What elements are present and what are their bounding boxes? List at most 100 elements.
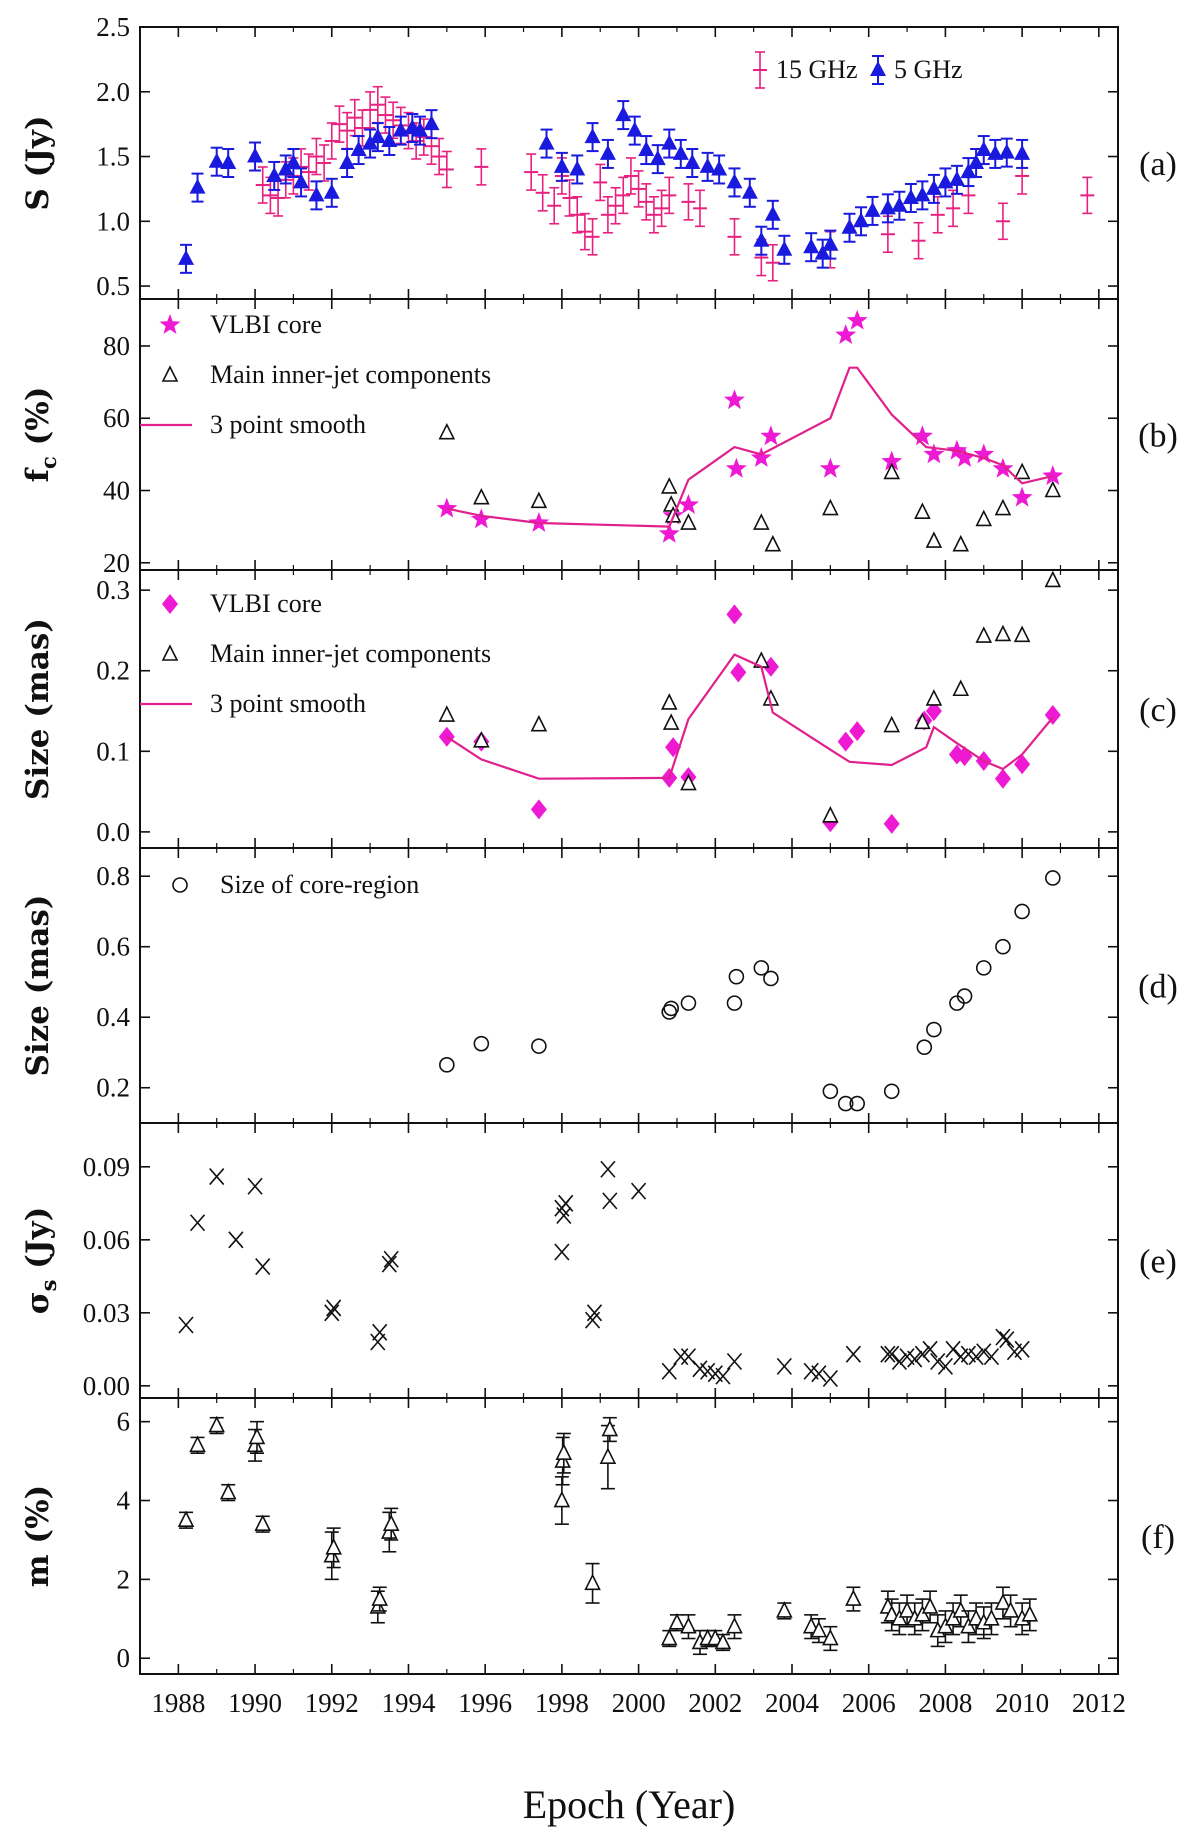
- legend-label: Main inner-jet components: [210, 360, 491, 389]
- data-point: [952, 679, 970, 697]
- data-point: [432, 137, 447, 176]
- data-point: [293, 167, 310, 198]
- y-tick-label: 0.0: [96, 817, 130, 847]
- data-point: [999, 1331, 1015, 1349]
- data-point: [994, 768, 1011, 789]
- data-point: [660, 693, 678, 710]
- data-point: [763, 970, 779, 987]
- y-tick-label: 2.5: [96, 12, 130, 42]
- data-point: [438, 705, 456, 722]
- data-point: [960, 1610, 977, 1644]
- data-point: [914, 502, 931, 519]
- panel-f: 0 2 4 6 m (%) (f): [20, 1397, 1175, 1675]
- data-point: [255, 166, 270, 204]
- data-point: [323, 177, 340, 208]
- data-point: [593, 163, 608, 202]
- data-point: [531, 1038, 547, 1054]
- x-tick-label: 1988: [151, 1688, 205, 1718]
- data-point: [907, 1350, 923, 1368]
- data-point: [372, 1323, 388, 1341]
- data-point: [569, 154, 586, 185]
- y-tick-label: 0.09: [83, 1152, 130, 1182]
- x-tick-label: 1992: [305, 1688, 359, 1718]
- data-point: [438, 422, 456, 440]
- data-point: [945, 1340, 961, 1358]
- data-point: [975, 135, 992, 166]
- data-point: [1002, 1594, 1019, 1628]
- data-point: [369, 1590, 387, 1624]
- data-point: [762, 656, 779, 677]
- data-point: [853, 206, 870, 237]
- data-point: [753, 960, 770, 976]
- panel-a: 0.5 1.0 1.5 2.0 2.5 S (Jy) (a) 15 GHz 5 GHz: [20, 12, 1177, 301]
- x-tick-label: 2006: [842, 1688, 896, 1718]
- data-point: [585, 218, 600, 256]
- data-point: [684, 148, 701, 178]
- data-point: [976, 1343, 992, 1361]
- data-point: [725, 457, 747, 478]
- data-point: [208, 1415, 226, 1435]
- data-point: [837, 731, 854, 752]
- data-point: [570, 196, 585, 234]
- data-point: [883, 1083, 900, 1100]
- data-point: [995, 202, 1010, 241]
- data-point: [631, 170, 646, 208]
- data-point: [382, 1507, 400, 1541]
- data-point: [381, 1255, 397, 1273]
- data-point: [584, 1562, 601, 1604]
- y-axis-label: Size (mas): [20, 895, 56, 1077]
- data-point: [599, 138, 616, 169]
- data-point: [362, 128, 379, 159]
- data-point: [309, 137, 324, 176]
- data-point: [660, 1628, 678, 1648]
- legend-marker: [172, 877, 188, 893]
- data-point: [219, 1482, 237, 1502]
- legend-marker: [161, 365, 179, 382]
- data-point: [760, 425, 782, 446]
- data-point: [944, 1602, 962, 1636]
- data-point: [898, 1594, 916, 1628]
- data-point: [956, 988, 973, 1004]
- y-tick-label: 0.2: [96, 656, 130, 686]
- data-point: [524, 153, 539, 191]
- panel-c: 0.0 0.1 0.2 0.3 Size (mas) (c) VLBI core Main i…: [20, 569, 1177, 849]
- y-tick-label: 0.2: [96, 1073, 130, 1103]
- panel-tag: (d): [1138, 969, 1178, 1006]
- data-point: [730, 662, 747, 683]
- data-point: [332, 105, 347, 143]
- data-point: [668, 1612, 686, 1632]
- data-point: [678, 494, 699, 514]
- data-point: [646, 196, 661, 234]
- data-point: [658, 522, 680, 543]
- panel-tag: (e): [1139, 1244, 1177, 1281]
- data-point: [726, 1614, 743, 1640]
- data-point: [285, 148, 302, 178]
- x-tick-label: 1994: [381, 1688, 436, 1718]
- data-point: [968, 1348, 984, 1366]
- y-tick-label: 0.3: [96, 575, 130, 605]
- data-point: [555, 1432, 573, 1474]
- data-point: [822, 498, 839, 516]
- legend-label: 3 point smooth: [210, 689, 366, 718]
- data-point: [1011, 486, 1033, 507]
- data-point: [473, 1035, 490, 1052]
- data-point: [308, 180, 325, 211]
- data-point: [189, 1214, 206, 1232]
- legend-marker: [161, 644, 179, 661]
- data-point: [423, 109, 440, 140]
- data-point: [649, 144, 666, 175]
- data-point: [577, 212, 592, 251]
- x-tick-label: 1998: [535, 1688, 589, 1718]
- data-point: [987, 138, 1004, 169]
- data-point: [1014, 138, 1031, 169]
- data-point: [1013, 625, 1031, 643]
- legend: VLBI core Main inner-jet components 3 poin…: [140, 589, 491, 718]
- data-point: [1014, 1340, 1030, 1358]
- data-point: [699, 151, 716, 182]
- data-point: [881, 450, 903, 471]
- data-point: [326, 1299, 342, 1317]
- data-point: [837, 1095, 854, 1112]
- data-point: [660, 477, 678, 494]
- data-point: [846, 309, 868, 330]
